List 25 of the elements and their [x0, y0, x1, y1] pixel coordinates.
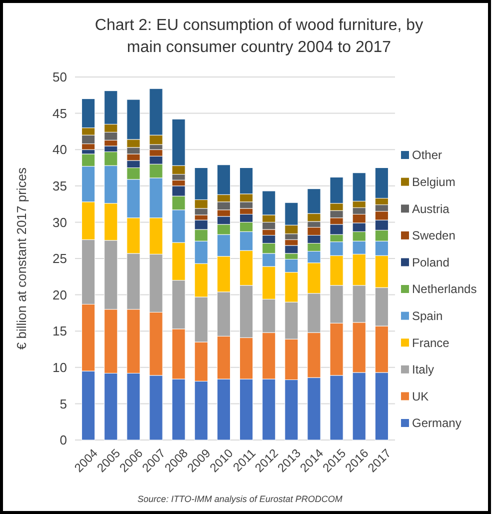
y-tick-label: 0	[60, 432, 67, 448]
y-tick-label: 40	[52, 142, 67, 158]
y-tick-label: 15	[52, 324, 67, 339]
legend-label: UK	[412, 389, 429, 404]
legend-label: Germany	[412, 416, 462, 430]
y-tick-label: 20	[52, 287, 67, 302]
y-tick-label: 25	[52, 251, 67, 266]
y-tick-label: 50	[52, 70, 67, 85]
y-tick-label: 5	[60, 396, 67, 412]
y-tick-label: 10	[52, 360, 67, 375]
chart-title: Chart 2: EU consumption of wood furniture, by main consumer country 2004 to 2017	[94, 17, 424, 56]
legend-label: Belgium	[412, 175, 456, 189]
source-note: Source: ITTO-IMM analysis of Eurostat PRODCOM	[138, 494, 343, 504]
y-axis-title: € billion at constant 2017 prices	[14, 166, 29, 350]
legend-label: Spain	[412, 309, 443, 323]
legend-label: Netherlands	[412, 282, 477, 296]
legend-label: Italy	[412, 362, 434, 377]
y-tick-label: 35	[52, 178, 67, 194]
legend-label: France	[412, 336, 450, 350]
legend-label: Sweden	[412, 228, 456, 243]
legend-label: Other	[412, 148, 442, 162]
y-tick-label: 45	[52, 106, 67, 121]
legend-label: Austria	[412, 202, 450, 216]
legend-label: Poland	[412, 255, 450, 270]
y-tick-label: 30	[52, 214, 67, 230]
